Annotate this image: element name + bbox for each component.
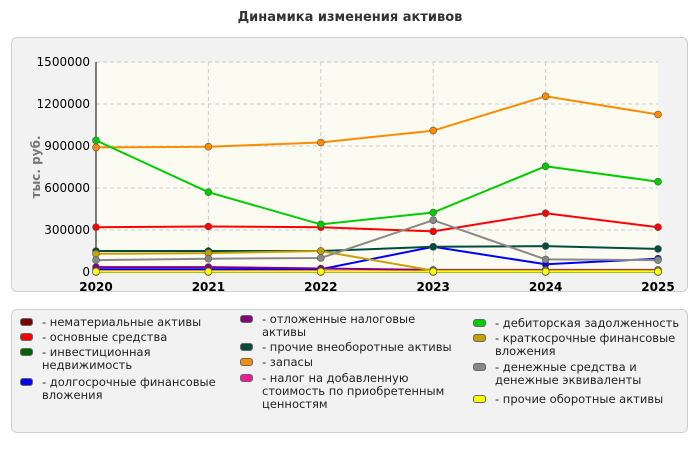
legend-swatch <box>20 333 33 341</box>
data-point <box>316 267 325 276</box>
legend-swatch <box>240 343 253 351</box>
legend-label: - краткосрочные финансовые вложения <box>495 331 676 358</box>
legend-item: - отложенные налоговые активы <box>240 313 455 339</box>
legend-swatch <box>240 315 253 323</box>
data-point <box>204 254 213 263</box>
legend-label: - налог на добавленную стоимость по прио… <box>262 371 445 411</box>
legend-label: - прочие внеоборотные активы <box>262 340 452 354</box>
data-point <box>316 247 325 255</box>
legend-item: - долгосрочные финансовые вложения <box>20 376 230 402</box>
data-point <box>92 267 100 276</box>
data-point <box>316 138 325 147</box>
legend-item: - прочие оборотные активы <box>473 393 683 406</box>
data-point <box>429 126 438 135</box>
legend-item: - налог на добавленную стоимость по прио… <box>240 372 455 411</box>
data-point <box>204 142 213 151</box>
y-axis-label: тыс. руб. <box>29 135 43 198</box>
data-point <box>654 110 662 119</box>
legend-item: - нематериальные активы <box>20 316 230 329</box>
legend-label: - нематериальные активы <box>42 315 202 329</box>
series-line-8 <box>95 139 659 226</box>
data-point <box>541 242 550 250</box>
series-line-10 <box>95 219 659 262</box>
x-tick-label: 2024 <box>529 280 562 294</box>
data-point <box>92 136 100 145</box>
series-line-6 <box>95 95 659 149</box>
data-point <box>541 209 550 217</box>
legend: - нематериальные активы - основные средст… <box>11 309 688 433</box>
data-point <box>316 254 325 262</box>
data-point <box>429 227 438 236</box>
legend-item: - прочие внеоборотные активы <box>240 341 455 354</box>
data-point <box>316 220 325 229</box>
legend-label: - дебиторская задолженность <box>495 316 680 330</box>
data-point <box>654 177 662 186</box>
legend-swatch <box>20 378 33 386</box>
legend-swatch <box>473 319 486 327</box>
data-point <box>429 208 438 217</box>
series-line-3 <box>96 245 659 271</box>
x-tick-label: 2020 <box>79 280 112 294</box>
y-tick-label: 1200000 <box>37 97 90 111</box>
legend-item: - краткосрочные финансовые вложения <box>473 332 683 358</box>
data-point <box>541 255 550 264</box>
legend-label: - прочие оборотные активы <box>495 392 664 406</box>
data-point <box>204 188 213 196</box>
legend-item: - денежные средства и денежные эквивален… <box>473 361 683 387</box>
chart-title: Динамика изменения активов <box>237 10 463 25</box>
legend-label: - денежные средства и денежные эквивален… <box>495 360 642 387</box>
data-point <box>541 92 550 101</box>
data-point <box>654 223 662 231</box>
y-tick-label: 600000 <box>44 181 90 195</box>
data-point <box>654 267 662 276</box>
data-point <box>429 267 438 276</box>
x-tick-label: 2023 <box>416 280 449 294</box>
y-tick-label: 0 <box>82 265 90 279</box>
y-tick-label: 300000 <box>44 223 90 237</box>
legend-label: - долгосрочные финансовые вложения <box>42 375 216 402</box>
plot-area <box>96 62 658 272</box>
data-point <box>92 256 100 264</box>
legend-swatch <box>240 358 253 366</box>
legend-label: - инвестиционная недвижимость <box>42 345 151 372</box>
legend-item: - дебиторская задолженность <box>473 317 683 330</box>
legend-item: - основные средства <box>20 331 230 344</box>
legend-label: - основные средства <box>42 330 168 344</box>
y-tick-label: 1500000 <box>37 55 90 69</box>
data-point <box>92 223 100 231</box>
series-line-1 <box>95 212 659 233</box>
data-point <box>429 216 438 224</box>
data-point <box>204 267 213 276</box>
legend-swatch <box>20 348 33 356</box>
data-point <box>429 243 438 251</box>
legend-item: - запасы <box>240 356 455 369</box>
series-line-5 <box>96 245 659 252</box>
legend-item: - инвестиционная недвижимость <box>20 346 230 372</box>
legend-label: - отложенные налоговые активы <box>262 312 416 339</box>
data-point <box>654 256 662 264</box>
data-point <box>92 250 100 258</box>
data-point <box>541 267 550 276</box>
data-point <box>92 143 100 152</box>
x-tick-label: 2021 <box>192 280 225 294</box>
y-tick-label: 900000 <box>44 139 90 153</box>
x-tick-label: 2025 <box>641 280 674 294</box>
legend-swatch <box>473 334 486 342</box>
data-point <box>204 222 213 231</box>
legend-swatch <box>473 395 486 403</box>
data-point <box>654 245 662 253</box>
x-tick-label: 2022 <box>304 280 337 294</box>
legend-swatch <box>20 318 33 326</box>
data-point <box>541 162 550 171</box>
legend-swatch <box>473 363 486 371</box>
legend-swatch <box>240 374 253 382</box>
legend-label: - запасы <box>262 355 313 369</box>
